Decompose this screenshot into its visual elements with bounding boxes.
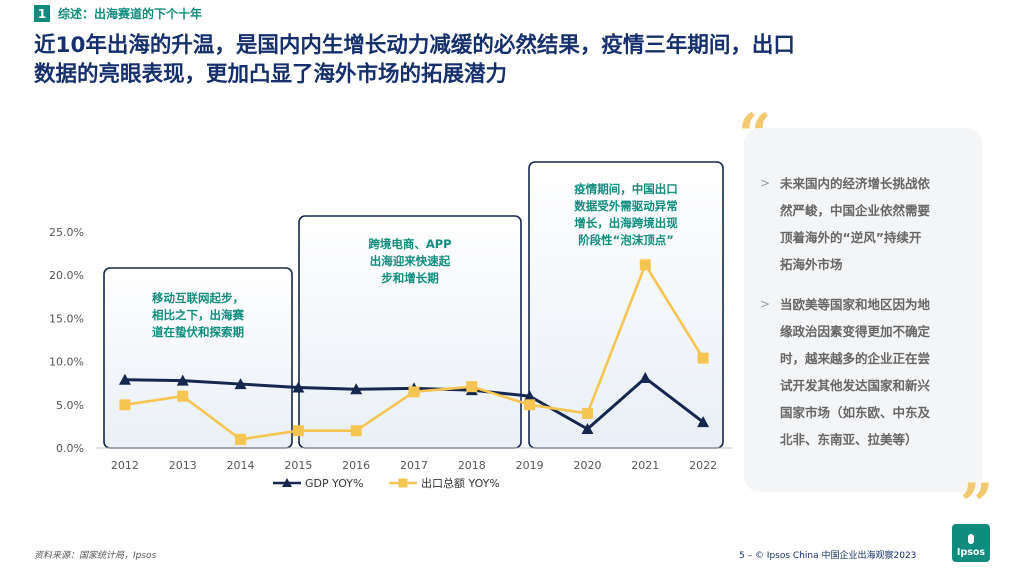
series-2-point: [697, 352, 709, 364]
phase-3-text: 阶段性“泡沫顶点”: [578, 233, 674, 247]
legend-gdp-marker: [282, 478, 292, 487]
title-line-1: 近10年出海的升温，是国内内生增长动力减缓的必然结果，疫情三年期间，出口: [34, 33, 795, 58]
y-tick-label: 15.0%: [49, 312, 84, 325]
x-tick-label: 2014: [227, 459, 255, 472]
x-tick-label: 2016: [342, 459, 370, 472]
series-1-point: [292, 381, 305, 393]
logo-mark-icon: [968, 534, 974, 544]
phase-3-text: 疫情期间，中国出口: [574, 182, 678, 196]
note-2-line: 试开发其他发达国家和新兴: [780, 378, 931, 393]
series-1-point: [581, 422, 594, 434]
note-2-arrow-icon: >: [760, 297, 771, 311]
ipsos-logo: Ipsos: [952, 524, 990, 562]
series-1-point: [697, 416, 710, 428]
x-tick-label: 2018: [458, 459, 486, 472]
note-2-line: 北非、东南亚、拉美等）: [780, 432, 918, 447]
logo-text: Ipsos: [956, 547, 986, 558]
series-2-point: [177, 390, 189, 402]
title-line-2: 数据的亮眼表现，更加凸显了海外市场的拓展潜力: [34, 62, 508, 87]
series-2-point: [639, 259, 651, 271]
note-1-arrow-icon: >: [760, 176, 771, 190]
x-tick-label: 2022: [689, 459, 717, 472]
series-1-point: [176, 374, 189, 386]
section-number: 1: [34, 5, 50, 22]
x-tick-label: 2015: [284, 459, 312, 472]
source-note: 资料来源：国家统计局，Ipsos: [34, 551, 157, 561]
x-tick-label: 2013: [169, 459, 197, 472]
note-2: > 当欧美等国家和地区因为地 缘政治因素变得更加不确定 时，越来越多的企业正在尝…: [760, 291, 968, 453]
series-2-point: [408, 386, 420, 398]
series-2-point: [581, 407, 593, 419]
phase-1-text: 道在蛰伏和探索期: [152, 325, 244, 339]
phase-3-text: 数据受外需驱动异常: [574, 199, 678, 213]
series-2-point: [235, 433, 247, 445]
note-2-line: 当欧美等国家和地区因为地: [780, 297, 931, 312]
y-tick-label: 0.0%: [56, 442, 84, 455]
note-1-text: 未来国内的经济增长挑战依 然严峻，中国企业依然需要 顶着海外的“逆风”持续开 拓…: [780, 170, 968, 278]
series-1-point: [234, 378, 247, 390]
phase-2-text: 出海迎来快速起: [370, 254, 451, 268]
section-tag: 1 综述：出海赛道的下个十年: [34, 5, 202, 22]
legend-export-marker: [398, 478, 408, 488]
x-tick-label: 2021: [631, 459, 659, 472]
note-2-text: 当欧美等国家和地区因为地 缘政治因素变得更加不确定 时，越来越多的企业正在尝 试…: [780, 291, 968, 453]
legend-export-label: 出口总额 YOY%: [421, 476, 500, 490]
x-tick-label: 2019: [516, 459, 544, 472]
phase-3-text: 增长，出海跨境出现: [574, 216, 678, 230]
x-tick-label: 2020: [573, 459, 601, 472]
phase-2-text: 跨境电商、APP: [368, 237, 451, 251]
phase-1-text: 移动互联网起步，: [152, 291, 244, 305]
series-1-point: [523, 390, 536, 402]
y-tick-label: 25.0%: [49, 226, 84, 239]
note-1-line: 拓海外市场: [780, 257, 843, 272]
note-2-line: 国家市场（如东欧、中东及: [780, 405, 931, 420]
note-1: > 未来国内的经济增长挑战依 然严峻，中国企业依然需要 顶着海外的“逆风”持续开…: [760, 170, 968, 278]
series-1-point: [639, 372, 652, 384]
series-1-point: [350, 383, 363, 395]
phase-2-text: 步和增长期: [381, 271, 439, 285]
series-2-point: [524, 399, 536, 411]
notes-panel: > 未来国内的经济增长挑战依 然严峻，中国企业依然需要 顶着海外的“逆风”持续开…: [744, 128, 982, 492]
series-1-point: [118, 373, 131, 385]
section-label: 综述：出海赛道的下个十年: [58, 7, 203, 21]
series-2-point: [119, 399, 131, 411]
series-2-point: [292, 425, 304, 437]
series-2-point: [350, 425, 362, 437]
y-tick-label: 10.0%: [49, 356, 84, 369]
note-2-line: 缘政治因素变得更加不确定: [780, 324, 931, 339]
page-title: 近10年出海的升温，是国内内生增长动力减缓的必然结果，疫情三年期间，出口 数据的…: [34, 31, 994, 89]
x-tick-label: 2017: [400, 459, 428, 472]
phase-1-text: 相比之下，出海赛: [152, 308, 244, 322]
x-tick-label: 2012: [111, 459, 139, 472]
note-1-line: 未来国内的经济增长挑战依: [780, 176, 931, 191]
y-tick-label: 20.0%: [49, 269, 84, 282]
series-2-point: [466, 381, 478, 393]
note-2-line: 时，越来越多的企业正在尝: [780, 351, 931, 366]
footer-text: 5 – © Ipsos China 中国企业出海观察2023: [739, 551, 917, 561]
note-1-line: 顶着海外的“逆风”持续开: [780, 230, 922, 245]
legend-gdp-label: GDP YOY%: [305, 477, 363, 490]
y-tick-label: 5.0%: [56, 399, 84, 412]
note-1-line: 然严峻，中国企业依然需要: [780, 203, 931, 218]
